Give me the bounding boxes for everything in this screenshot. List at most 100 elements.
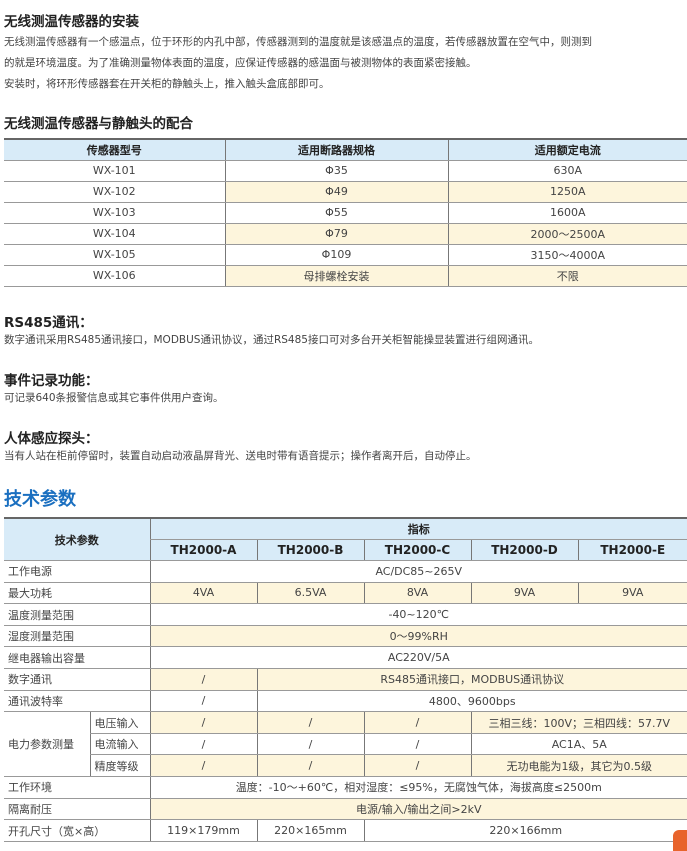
row-label: 湿度测量范围 <box>4 625 150 648</box>
table-header-row: 传感器型号 适用断路器规格 适用额定电流 <box>4 139 687 161</box>
cell: 6.5VA <box>256 582 364 605</box>
cell: / <box>363 754 471 778</box>
cell: / <box>363 733 471 756</box>
cell: / <box>149 690 257 713</box>
row-label: 电力参数测量 <box>4 711 90 778</box>
header-cell: 适用断路器规格 <box>224 139 448 161</box>
model-header: TH2000-C <box>363 539 471 562</box>
tech-table: 技术参数 指标 TH2000-A TH2000-B TH2000-C TH2000-D T… <box>4 517 687 842</box>
cell: AC1A、5A <box>470 733 687 756</box>
row-label: 数字通讯 <box>4 668 150 691</box>
sensor-text: 当有人站在柜前停留时，装置自动启动液晶屏背光、送电时带有语音提示；操作者离开后，… <box>4 450 477 462</box>
table-row: 电流输入 / / / AC1A、5A <box>4 733 687 756</box>
rs485-title: RS485通讯： <box>4 315 93 331</box>
table-row: 工作电源 AC/DC85~265V <box>4 560 687 583</box>
table-row: 开孔尺寸（宽×高） 119×179mm 220×165mm 220×166mm <box>4 819 687 842</box>
cell: / <box>363 711 471 734</box>
cell: 3150～4000A <box>447 244 687 266</box>
cell: 无功电能为1级，其它为0.5级 <box>470 754 687 778</box>
cell: / <box>149 733 257 756</box>
header-cell: 传感器型号 <box>4 139 225 161</box>
table-row: 工作环境 温度：-10～+60℃，相对湿度：≤95%，无腐蚀气体，海拔高度≤250… <box>4 776 687 799</box>
cell: Φ35 <box>224 160 448 182</box>
row-sublabel: 精度等级 <box>89 754 150 778</box>
cell: 9VA <box>470 582 578 605</box>
install-line: 无线测温传感器有一个感温点，位于环形的内孔中部，传感器测到的温度就是该感温点的温… <box>4 36 592 48</box>
table-row: 通讯波特率/4800、9600bps <box>4 690 687 713</box>
row-label: 继电器输出容量 <box>4 646 150 670</box>
table-row: 数字通讯 / RS485通讯接口，MODBUS通讯协议 <box>4 668 687 691</box>
cell: 9VA <box>577 582 687 605</box>
cell: 220×165mm <box>256 819 364 842</box>
table-row: 精度等级 / / / 无功电能为1级，其它为0.5级 <box>4 754 687 778</box>
model-header: TH2000-B <box>256 539 364 562</box>
row-sublabel: 电压输入 <box>89 711 150 734</box>
cell: 母排螺栓安装 <box>224 265 448 287</box>
cell: 1250A <box>447 181 687 203</box>
model-header: TH2000-D <box>470 539 578 562</box>
cell: Φ49 <box>224 181 448 203</box>
cell: 630A <box>447 160 687 182</box>
cell: 4800、9600bps <box>256 690 687 713</box>
corner-logo-icon <box>673 830 687 851</box>
cell: WX-103 <box>4 202 225 224</box>
cell: 0～99%RH <box>149 625 687 648</box>
cell: WX-104 <box>4 223 225 245</box>
event-title: 事件记录功能： <box>4 373 99 389</box>
header-cell: 技术参数 <box>4 518 150 562</box>
cell: WX-102 <box>4 181 225 203</box>
cell: Φ55 <box>224 202 448 224</box>
cell: 4VA <box>149 582 257 605</box>
row-label: 隔离耐压 <box>4 798 150 821</box>
cell: WX-101 <box>4 160 225 182</box>
cell: 不限 <box>447 265 687 287</box>
table-row: 最大功耗 4VA 6.5VA 8VA 9VA 9VA <box>4 582 687 605</box>
row-sublabel: 电流输入 <box>89 733 150 756</box>
cell: / <box>149 754 257 778</box>
sensor-title: 人体感应探头： <box>4 431 99 447</box>
cell: RS485通讯接口，MODBUS通讯协议 <box>256 668 687 691</box>
cell: AC220V/5A <box>149 646 687 670</box>
cell: 2000～2500A <box>447 223 687 245</box>
cell: 温度：-10～+60℃，相对湿度：≤95%，无腐蚀气体，海拔高度≤2500m <box>149 776 687 799</box>
table-row: WX-106 母排螺栓安装 不限 <box>4 265 687 287</box>
cell: 119×179mm <box>149 819 257 842</box>
cell: / <box>149 668 257 691</box>
table-row: WX-102 Φ49 1250A <box>4 181 687 203</box>
cell: AC/DC85~265V <box>149 560 687 583</box>
row-label: 开孔尺寸（宽×高） <box>4 819 150 842</box>
cell: WX-106 <box>4 265 225 287</box>
table-row: 电力参数测量 电压输入 / / / 三相三线：100V；三相四线：57.7V <box>4 711 687 778</box>
tech-title: 技术参数 <box>4 489 76 510</box>
cell: 220×166mm <box>363 819 687 842</box>
table-row: 隔离耐压 电源/输入/输出之间>2kV <box>4 798 687 821</box>
cell: -40~120℃ <box>149 603 687 626</box>
row-label: 工作环境 <box>4 776 150 799</box>
cell: / <box>149 711 257 734</box>
cell: 1600A <box>447 202 687 224</box>
cell: / <box>256 711 364 734</box>
table-row: WX-101 Φ35 630A <box>4 160 687 182</box>
cell: Φ79 <box>224 223 448 245</box>
row-label: 通讯波特率 <box>4 690 150 713</box>
cell: 8VA <box>363 582 471 605</box>
table-row: WX-105 Φ109 3150～4000A <box>4 244 687 266</box>
match-title: 无线测温传感器与静触头的配合 <box>4 116 193 132</box>
row-label: 温度测量范围 <box>4 603 150 626</box>
cell: 电源/输入/输出之间>2kV <box>149 798 687 821</box>
table-row: WX-104 Φ79 2000～2500A <box>4 223 687 245</box>
cell: / <box>256 754 364 778</box>
table-row: 湿度测量范围 0～99%RH <box>4 625 687 648</box>
install-line: 的就是环境温度。为了准确测量物体表面的温度，应保证传感器的感温面与被测物体的表面… <box>4 57 477 69</box>
cell: / <box>256 733 364 756</box>
model-header: TH2000-E <box>577 539 687 562</box>
model-header: TH2000-A <box>149 539 257 562</box>
install-title: 无线测温传感器的安装 <box>4 14 139 30</box>
header-cell: 适用额定电流 <box>447 139 687 161</box>
event-text: 可记录640条报警信息或其它事件供用户查询。 <box>4 392 224 404</box>
install-line: 安装时，将环形传感器套在开关柜的静触头上，推入触头盒底部即可。 <box>4 78 330 90</box>
match-table: 传感器型号 适用断路器规格 适用额定电流 WX-101 Φ35 630A WX-102 Φ… <box>4 138 687 287</box>
table-row: WX-103 Φ55 1600A <box>4 202 687 224</box>
row-label: 工作电源 <box>4 560 150 583</box>
cell: WX-105 <box>4 244 225 266</box>
